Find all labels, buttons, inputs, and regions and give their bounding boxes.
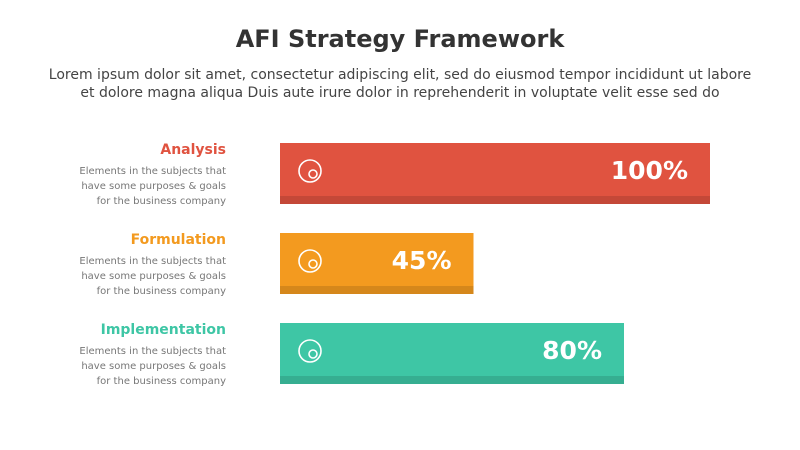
icon (298, 249, 322, 273)
value-label: 80% (542, 336, 602, 365)
icon (308, 259, 318, 269)
category-label: Formulation (131, 232, 226, 248)
bar-shadow (280, 376, 624, 384)
category-label: Analysis (160, 142, 226, 158)
icon (308, 349, 318, 359)
description: have some purposes & goals (81, 361, 226, 372)
bar-shadow (280, 196, 710, 204)
icon (298, 339, 322, 363)
title: AFI Strategy Framework (236, 25, 566, 53)
bar-shadow (280, 286, 474, 294)
bar (280, 233, 474, 294)
bar (280, 143, 710, 204)
icon (308, 169, 318, 179)
subtitle: Lorem ipsum dolor sit amet, consectetur … (49, 67, 751, 83)
description: for the business company (97, 286, 226, 297)
description: Elements in the subjects that (79, 256, 226, 267)
value-label: 45% (392, 246, 452, 275)
description: for the business company (97, 376, 226, 387)
value-label: 100% (611, 156, 688, 185)
description: Elements in the subjects that (79, 166, 226, 177)
category-label: Implementation (101, 322, 226, 338)
description: for the business company (97, 196, 226, 207)
description: have some purposes & goals (81, 181, 226, 192)
bar (280, 323, 624, 384)
description: have some purposes & goals (81, 271, 226, 282)
icon (298, 159, 322, 183)
subtitle: et dolore magna aliqua Duis aute irure d… (80, 85, 719, 101)
description: Elements in the subjects that (79, 346, 226, 357)
